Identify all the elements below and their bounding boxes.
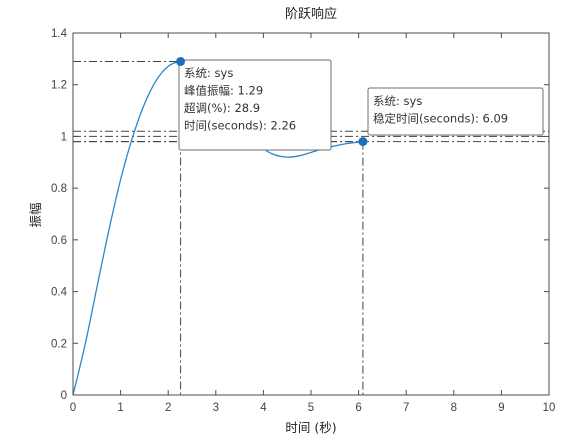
chart-title: 阶跃响应 [285, 6, 337, 22]
y-tick-label: 0 [61, 390, 67, 402]
x-tick-label: 8 [451, 402, 457, 414]
y-tick-label: 1.4 [51, 28, 68, 40]
x-tick-label: 7 [403, 402, 409, 414]
datatip-line-value: 2.26 [271, 119, 297, 133]
datatip-line-label: 超调(%): [184, 101, 234, 115]
datatip-line-value: sys [215, 66, 234, 80]
y-tick-label: 0.4 [51, 287, 68, 299]
x-tick-label: 5 [308, 402, 314, 414]
datatip-line-value: sys [404, 94, 423, 108]
datatip-text-line: 超调(%): 28.9 [184, 101, 260, 115]
y-tick-label: 0.2 [51, 338, 67, 350]
datatips-group: 系统: sys 峰值振幅: 1.29 超调(%): 28.9 时间(seconds):… [176, 56, 544, 151]
x-tick-label: 1 [117, 402, 123, 414]
datatip-marker [176, 56, 186, 66]
datatip-marker [358, 137, 368, 147]
datatip-box [367, 87, 544, 136]
datatip-line-label: 稳定时间(seconds): [373, 112, 483, 126]
y-tick-label: 1 [61, 131, 67, 143]
datatip-text-line: 系统: sys [184, 66, 233, 80]
y-tick-label: 0.8 [51, 183, 67, 195]
y-tick-label: 1.2 [51, 80, 67, 92]
x-tick-label: 10 [543, 402, 556, 414]
x-axis-label: 时间 (秒) [285, 420, 336, 435]
x-tick-label: 6 [355, 402, 361, 414]
y-tick-label: 0.6 [51, 235, 67, 247]
datatip-box [178, 59, 332, 151]
datatip-line-label: 系统: [373, 94, 404, 108]
datatip-line-label: 系统: [184, 66, 215, 80]
datatip-line-value: 6.09 [483, 112, 509, 126]
datatip-line-label: 时间(seconds): [184, 119, 271, 133]
datatip-line-value: 28.9 [234, 101, 260, 115]
datatip-line-label: 峰值振幅: [184, 84, 238, 98]
x-tick-label: 0 [70, 402, 76, 414]
datatip-text-line: 稳定时间(seconds): 6.09 [373, 112, 508, 126]
x-tick-label: 3 [213, 402, 219, 414]
x-tick-label: 2 [165, 402, 171, 414]
datatip-text-line: 峰值振幅: 1.29 [184, 84, 263, 98]
x-tick-label: 4 [260, 402, 267, 414]
datatip-text-line: 时间(seconds): 2.26 [184, 119, 296, 133]
datatip-text-line: 系统: sys [373, 94, 422, 108]
y-axis-label: 振幅 [28, 202, 43, 227]
axes-group: 0 1 2 3 4 5 6 7 8 9 10 0 0.2 0.4 0.6 0.8 1 1.2 1.4 [51, 28, 555, 414]
datatip-line-value: 1.29 [238, 84, 264, 98]
x-tick-label: 9 [498, 402, 504, 414]
